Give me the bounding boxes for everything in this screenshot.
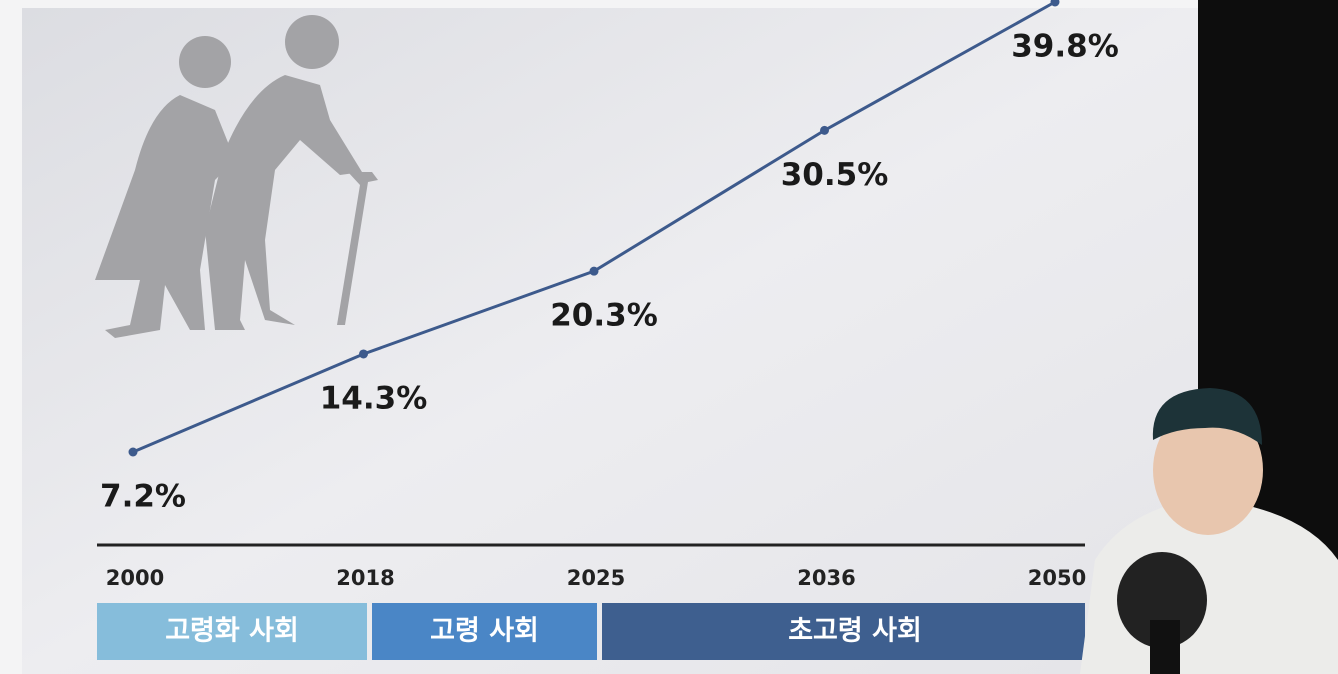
data-point bbox=[589, 266, 599, 276]
value-label: 39.8% bbox=[1011, 29, 1119, 65]
period-band bbox=[97, 603, 367, 660]
data-point bbox=[820, 125, 829, 135]
period-label: 초고령 사회 bbox=[788, 616, 922, 647]
period-label: 고령 사회 bbox=[430, 616, 539, 647]
value-label: 30.5% bbox=[781, 157, 889, 193]
elderly-icon bbox=[95, 15, 378, 338]
period-band bbox=[372, 603, 597, 660]
chart: 2000 2018 2025 2036 2050 7.2% 14.3% 20.3% 30.5% 3… bbox=[97, 0, 1119, 660]
x-tick-label: 2050 bbox=[1028, 566, 1086, 590]
value-label: 20.3% bbox=[550, 298, 658, 334]
data-point bbox=[1050, 0, 1060, 7]
slide bbox=[22, 8, 1202, 674]
period-label: 고령화 사회 bbox=[165, 616, 299, 647]
data-point bbox=[128, 447, 138, 457]
period-band bbox=[602, 603, 1085, 660]
webcam bbox=[1080, 0, 1338, 674]
x-tick-label: 2000 bbox=[106, 566, 164, 590]
x-tick-label: 2025 bbox=[567, 566, 625, 590]
value-label: 14.3% bbox=[320, 380, 428, 416]
value-label: 7.2% bbox=[100, 479, 186, 515]
x-tick-label: 2018 bbox=[336, 566, 394, 590]
x-tick-label: 2036 bbox=[797, 566, 855, 590]
data-point bbox=[359, 349, 368, 359]
